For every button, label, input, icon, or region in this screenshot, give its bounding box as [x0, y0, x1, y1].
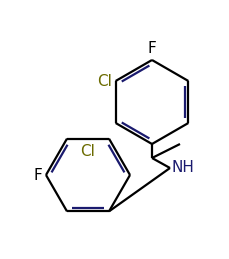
Text: F: F	[33, 168, 42, 183]
Text: F: F	[147, 41, 156, 56]
Text: Cl: Cl	[96, 74, 111, 89]
Text: NH: NH	[171, 160, 194, 175]
Text: Cl: Cl	[80, 144, 95, 159]
